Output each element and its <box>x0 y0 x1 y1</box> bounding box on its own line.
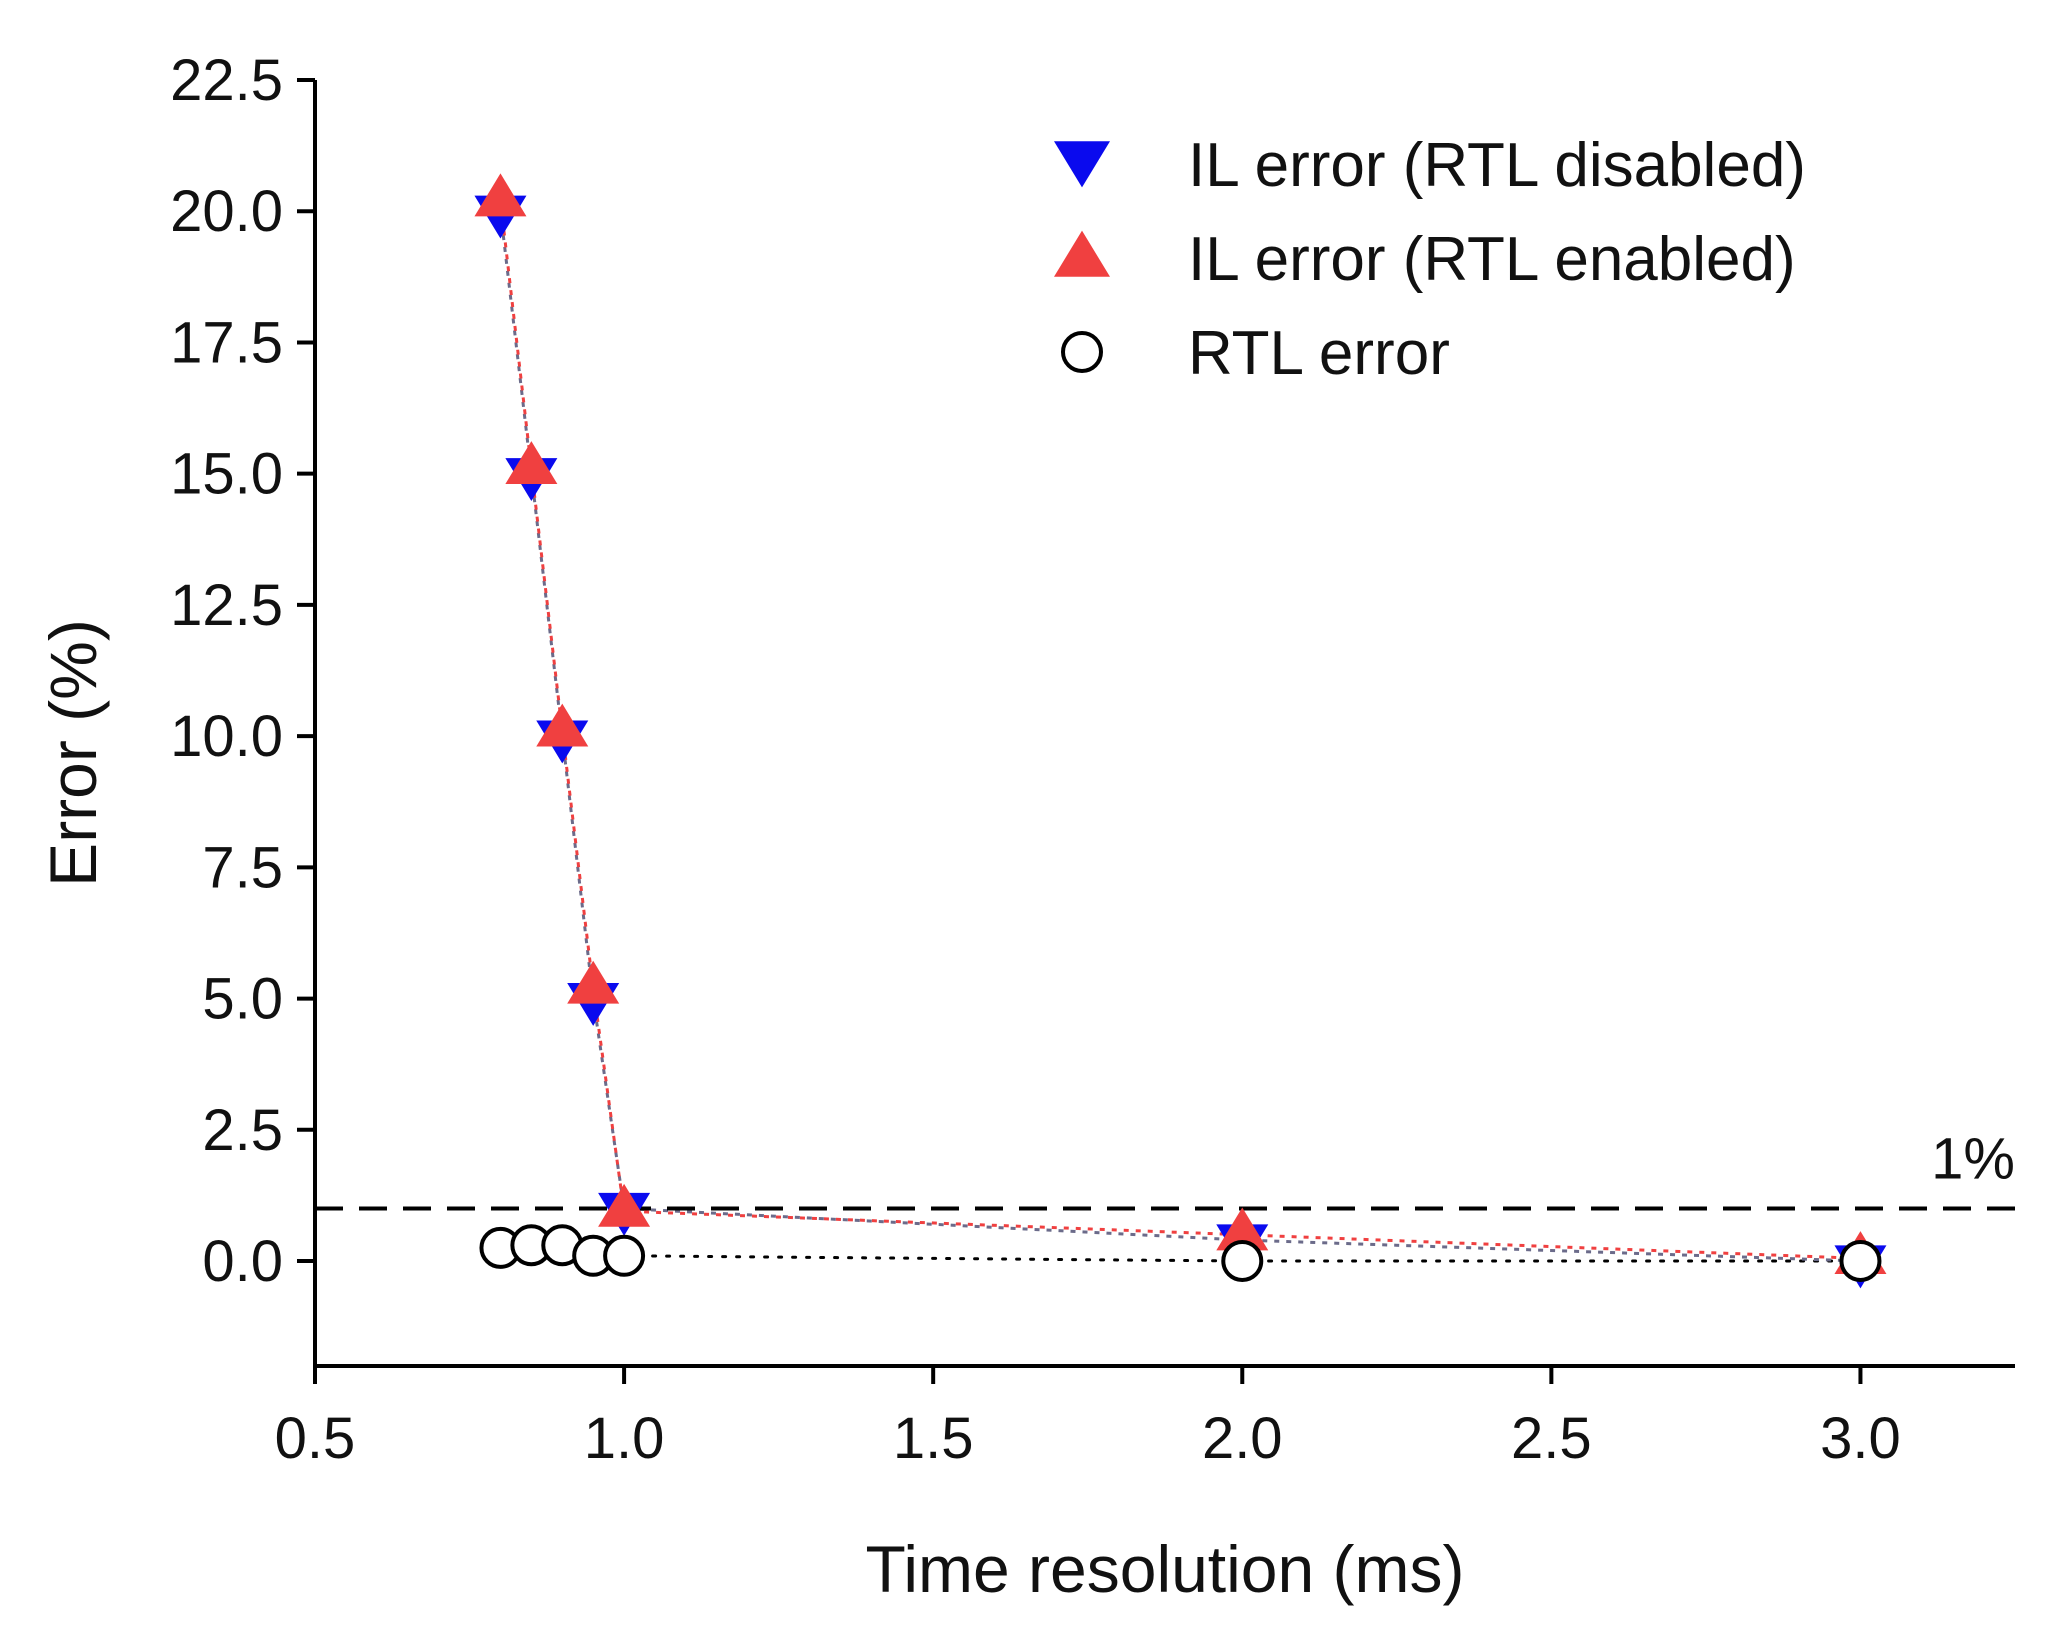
reference-line-group: 1% <box>315 1127 2015 1211</box>
legend-marker-il-enabled <box>1054 230 1110 277</box>
y-tick-label: 17.5 <box>170 310 283 375</box>
legend-label: IL error (RTL disabled) <box>1188 131 1806 200</box>
x-tick-label: 2.0 <box>1202 1406 1283 1471</box>
legend-label: IL error (RTL enabled) <box>1188 225 1796 294</box>
x-tick-label: 1.5 <box>893 1406 974 1471</box>
x-tick-label: 0.5 <box>275 1406 356 1471</box>
y-tick-label: 22.5 <box>170 48 283 113</box>
rtl-error-marker <box>603 1234 646 1277</box>
rtl-error-marker <box>1839 1240 1882 1283</box>
y-tick-label: 0.0 <box>202 1229 283 1294</box>
il-error-rtl-enabled-marker <box>536 703 589 747</box>
il-error-rtl-enabled-marker <box>474 173 527 217</box>
legend-marker-rtl-error <box>1061 331 1103 373</box>
x-axis-title: Time resolution (ms) <box>866 1532 1465 1606</box>
il-error-rtl-enabled-line <box>498 200 1861 1260</box>
rtl-error-marker <box>1221 1240 1264 1283</box>
legend-marker-il-disabled <box>1054 141 1110 188</box>
axes-group: 0.0 2.5 5.0 7.5 10.0 12.5 15.0 17.5 20.0 22.5 0.5 1… <box>36 48 2015 1606</box>
y-tick-label: 15.0 <box>170 442 283 507</box>
legend-label: RTL error <box>1188 319 1450 388</box>
x-tick-label: 1.0 <box>584 1406 665 1471</box>
legend-group: IL error (RTL disabled) IL error (RTL ena… <box>1054 131 1806 388</box>
il-error-rtl-enabled-marker <box>567 960 620 1004</box>
x-tick-label: 3.0 <box>1820 1406 1901 1471</box>
il-error-rtl-enabled-marker <box>505 441 558 485</box>
y-tick-label: 20.0 <box>170 179 283 244</box>
reference-line-label: 1% <box>1931 1127 2015 1192</box>
y-tick-label: 7.5 <box>202 835 283 900</box>
y-tick-label: 10.0 <box>170 704 283 769</box>
series-lines-group <box>498 200 1862 1263</box>
il-error-rtl-enabled-marker <box>1216 1207 1269 1251</box>
il-error-rtl-disabled-line <box>498 211 1861 1263</box>
y-tick-label: 12.5 <box>170 573 283 638</box>
y-tick-label: 2.5 <box>202 1098 283 1163</box>
y-axis-title: Error (%) <box>36 619 110 887</box>
markers-group <box>474 173 1887 1289</box>
rtl-error-line <box>498 1243 1862 1263</box>
y-tick-label: 5.0 <box>202 967 283 1032</box>
il-error-rtl-enabled-marker <box>598 1183 651 1227</box>
x-tick-label: 2.5 <box>1511 1406 1592 1471</box>
